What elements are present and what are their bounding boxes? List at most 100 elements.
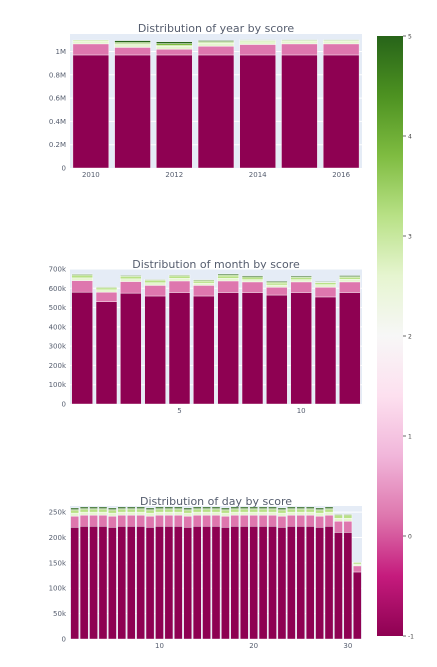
bar-segment [258,506,268,509]
bar-segment [120,278,142,282]
bar-segment [324,509,334,513]
bar-segment [339,292,361,405]
bar-segment [296,514,306,527]
bar-segment [314,284,337,288]
bar-segment [277,512,287,517]
bar-segment [114,40,151,43]
bar-segment [155,509,164,513]
bar-segment [290,279,312,283]
bar-segment [126,514,136,527]
bar-segment [79,506,89,509]
bar-segment [95,286,118,288]
bar-segment [95,291,118,302]
bar-segment [193,295,215,405]
bar-segment [145,527,155,640]
bar-segment [305,506,315,509]
bar-segment [168,280,191,293]
bar-segment [334,517,343,522]
bar-segment [108,512,117,517]
y-tick-label: 300k [49,343,67,351]
bar-segment [239,41,276,45]
bar-segment [240,511,249,516]
bar-segment [168,274,191,276]
bar-segment [89,511,98,516]
bar-segment [334,532,343,640]
bar-segment [164,511,174,516]
bar-segment [281,39,318,41]
bar-segment [174,514,183,527]
bar-segment [156,48,193,56]
bar-segment [89,506,98,509]
bar-segment [79,511,89,516]
x-tick-label: 10 [155,642,164,650]
bar-segment [315,510,324,514]
bar-segment [98,506,108,509]
bar-segment [315,515,324,528]
bar-segment [323,43,360,56]
bar-segment [98,526,108,640]
bar-segment [145,512,155,517]
bar-segment [249,514,258,527]
bar-segment [98,514,108,527]
y-tick-label: 700k [49,266,67,274]
chart-title-year: Distribution of year by score [138,22,295,35]
bar-segment [120,281,142,294]
bar-segment [136,509,145,513]
bar-segment [193,285,215,297]
bar-segment [174,506,183,509]
bar-segment [353,562,362,564]
panel-day: Distribution of day by score 0 50k 100k 150… [49,495,362,650]
bar-segment [192,514,202,527]
colorbar: -1 0 1 2 3 4 5 [377,34,414,641]
bar-segment [315,527,324,640]
y-tick-label: 0.2M [49,141,66,149]
bar-segment [95,287,118,291]
bar-segment [266,287,288,296]
x-tick-label: 5 [177,407,181,415]
bar-segment [339,279,361,283]
bar-segment [156,54,193,169]
colorbar-tick-label: 3 [408,234,412,241]
bar-segment [268,506,277,509]
bar-segment [249,509,258,513]
colorbar-gradient [377,36,403,636]
bar-segment [334,521,343,533]
bar-segment [72,54,109,169]
bar-segment [334,515,343,519]
bar-segment [277,507,287,510]
bar-segment [120,276,142,280]
bar-segment [221,527,230,640]
bar-segment [193,282,215,286]
bar-segment [343,517,353,522]
bar-segment [164,526,174,640]
colorbar-tick-label: 0 [408,534,412,541]
bar-segment [217,280,239,293]
y-tick-label: 0 [62,401,66,409]
bar-segment [221,512,230,517]
bar-segment [183,507,192,510]
bar-segment [353,571,362,640]
bar-segment [230,514,240,527]
bar-segment [239,44,276,56]
bar-segment [239,39,276,41]
bar-segment [72,43,109,56]
bar-segment [144,295,166,405]
bar-segment [343,532,353,640]
bar-segment [281,43,318,56]
bar-segment [266,281,288,283]
bar-segment [70,515,79,528]
bar-segment [174,526,183,640]
x-tick-label: 2016 [332,171,350,179]
bar-segment [79,514,89,527]
y-tick-label: 400k [49,323,67,331]
bar-segment [120,292,142,405]
y-tick-label: 0.4M [49,118,66,126]
bar-segment [126,511,136,516]
bar-segment [136,506,145,509]
y-tick-label: 200k [49,362,67,370]
bar-segment [155,506,164,509]
bar-segment [241,292,264,405]
bar-segment [145,515,155,528]
bar-segment [193,279,215,281]
bar-segment [211,526,221,640]
